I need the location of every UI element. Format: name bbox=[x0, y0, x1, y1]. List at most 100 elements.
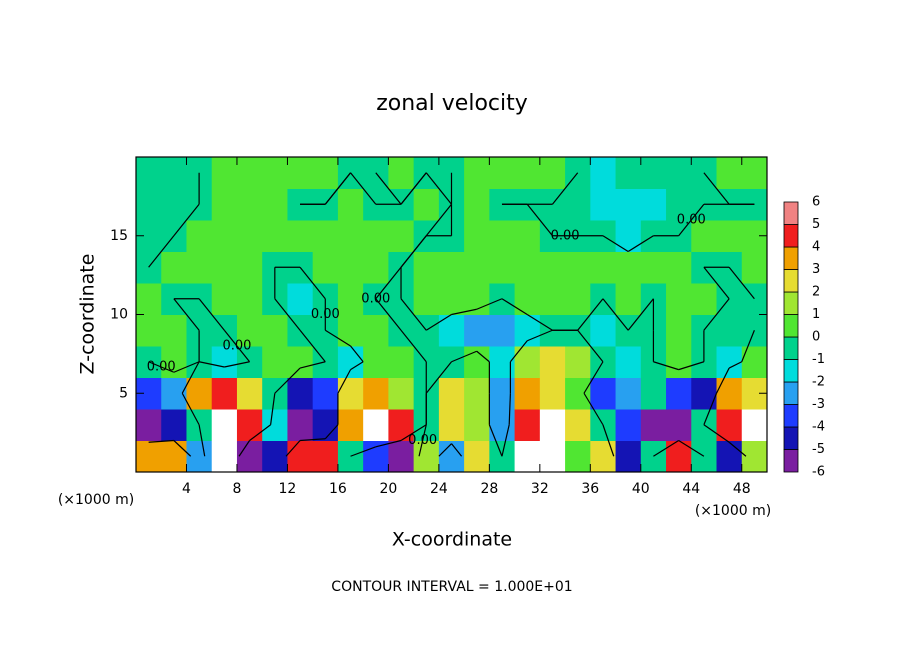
contour-line bbox=[703, 393, 718, 425]
field-cell bbox=[312, 157, 339, 189]
field-cell bbox=[539, 377, 566, 410]
field-cell bbox=[388, 220, 415, 252]
field-cell bbox=[236, 314, 263, 347]
field-cell bbox=[388, 157, 415, 189]
field-cell bbox=[236, 220, 263, 252]
field-cell bbox=[615, 188, 642, 221]
contour-line bbox=[173, 298, 200, 331]
x-tick-label: 44 bbox=[682, 481, 700, 497]
contour-line bbox=[223, 329, 251, 363]
field-cell bbox=[438, 409, 465, 441]
contour-line bbox=[300, 438, 326, 442]
contour-label: 0.00 bbox=[551, 228, 580, 243]
contour-label: 0.00 bbox=[408, 433, 437, 448]
field-cell bbox=[161, 377, 187, 410]
field-cell bbox=[539, 346, 566, 378]
field-cell bbox=[464, 157, 490, 189]
field-cell bbox=[464, 283, 490, 315]
y-axis-label: Z-coordinate bbox=[77, 254, 99, 375]
contour-line bbox=[375, 298, 402, 331]
x-tick-label: 28 bbox=[480, 481, 498, 497]
field-cell bbox=[514, 409, 541, 441]
contour-line bbox=[324, 329, 351, 347]
field-cell bbox=[186, 440, 213, 473]
x-tick-label: 48 bbox=[733, 481, 751, 497]
contour-line bbox=[324, 424, 339, 440]
colorbar-band bbox=[783, 449, 799, 473]
field-cell bbox=[388, 346, 415, 378]
colorbar-band bbox=[783, 336, 799, 360]
field-cell bbox=[363, 346, 389, 378]
contour-line bbox=[678, 203, 705, 237]
field-cell bbox=[615, 440, 642, 473]
contour-line bbox=[425, 313, 452, 331]
contour-line bbox=[400, 329, 427, 363]
field-cell bbox=[262, 220, 288, 252]
contour-line bbox=[299, 361, 326, 369]
field-cell bbox=[716, 377, 743, 410]
field-cell bbox=[539, 409, 566, 441]
field-cell bbox=[615, 346, 642, 378]
field-cell bbox=[236, 409, 263, 441]
field-cell bbox=[312, 409, 339, 441]
field-cell bbox=[136, 188, 162, 221]
field-cell bbox=[514, 314, 541, 347]
field-cell bbox=[489, 440, 516, 473]
field-cell bbox=[666, 377, 692, 410]
contour-line bbox=[476, 350, 490, 363]
field-cell bbox=[211, 377, 238, 410]
field-cell bbox=[136, 409, 162, 441]
contour-line bbox=[703, 424, 730, 443]
field-cell bbox=[211, 220, 238, 252]
field-cell bbox=[464, 377, 490, 410]
contour-line bbox=[274, 298, 301, 331]
field-cell bbox=[287, 377, 314, 410]
contour-line bbox=[577, 329, 604, 363]
colorbar-band bbox=[783, 291, 799, 315]
colorbar-label: 2 bbox=[812, 285, 820, 300]
field-cell bbox=[640, 157, 667, 189]
colorbar-label: -2 bbox=[812, 375, 825, 390]
field-cell bbox=[312, 251, 339, 284]
contour-line bbox=[583, 361, 604, 394]
field-cell bbox=[464, 314, 490, 347]
field-cell bbox=[413, 440, 440, 473]
field-cell bbox=[565, 440, 591, 473]
contour-label: 0.00 bbox=[311, 307, 340, 322]
field-cell bbox=[489, 157, 516, 189]
field-cell bbox=[236, 283, 263, 315]
field-cell bbox=[514, 377, 541, 410]
colorbar-label: -4 bbox=[812, 420, 825, 435]
colorbar-band bbox=[783, 246, 799, 270]
contour-line bbox=[224, 361, 250, 368]
field-cell bbox=[161, 251, 187, 284]
field-cell bbox=[590, 251, 617, 284]
contour-line bbox=[148, 235, 175, 268]
field-cell bbox=[716, 346, 743, 378]
contour-line bbox=[425, 172, 452, 205]
field-cell bbox=[615, 283, 642, 315]
colorbar-label: 5 bbox=[812, 217, 820, 232]
colorbar-band bbox=[783, 404, 799, 428]
colorbar-band bbox=[783, 314, 799, 338]
colorbar-label: -3 bbox=[812, 397, 825, 412]
field-cell bbox=[287, 409, 314, 441]
field-cell bbox=[287, 346, 314, 378]
field-cell bbox=[136, 157, 162, 189]
contour-line bbox=[198, 298, 225, 331]
contour-line bbox=[148, 439, 174, 443]
field-cell bbox=[413, 283, 440, 315]
field-cell bbox=[666, 409, 692, 441]
contour-line bbox=[148, 361, 175, 373]
y-tick-label: 5 bbox=[119, 385, 128, 401]
x-tick-label: 40 bbox=[632, 481, 650, 497]
contour-line bbox=[488, 424, 503, 457]
contour-line bbox=[653, 439, 679, 457]
field-cell bbox=[337, 377, 364, 410]
contour-line bbox=[400, 172, 427, 205]
field-cell bbox=[287, 220, 314, 252]
contour-line bbox=[627, 235, 654, 253]
field-cell bbox=[741, 440, 768, 473]
field-cell bbox=[716, 220, 743, 252]
field-cell bbox=[363, 220, 389, 252]
